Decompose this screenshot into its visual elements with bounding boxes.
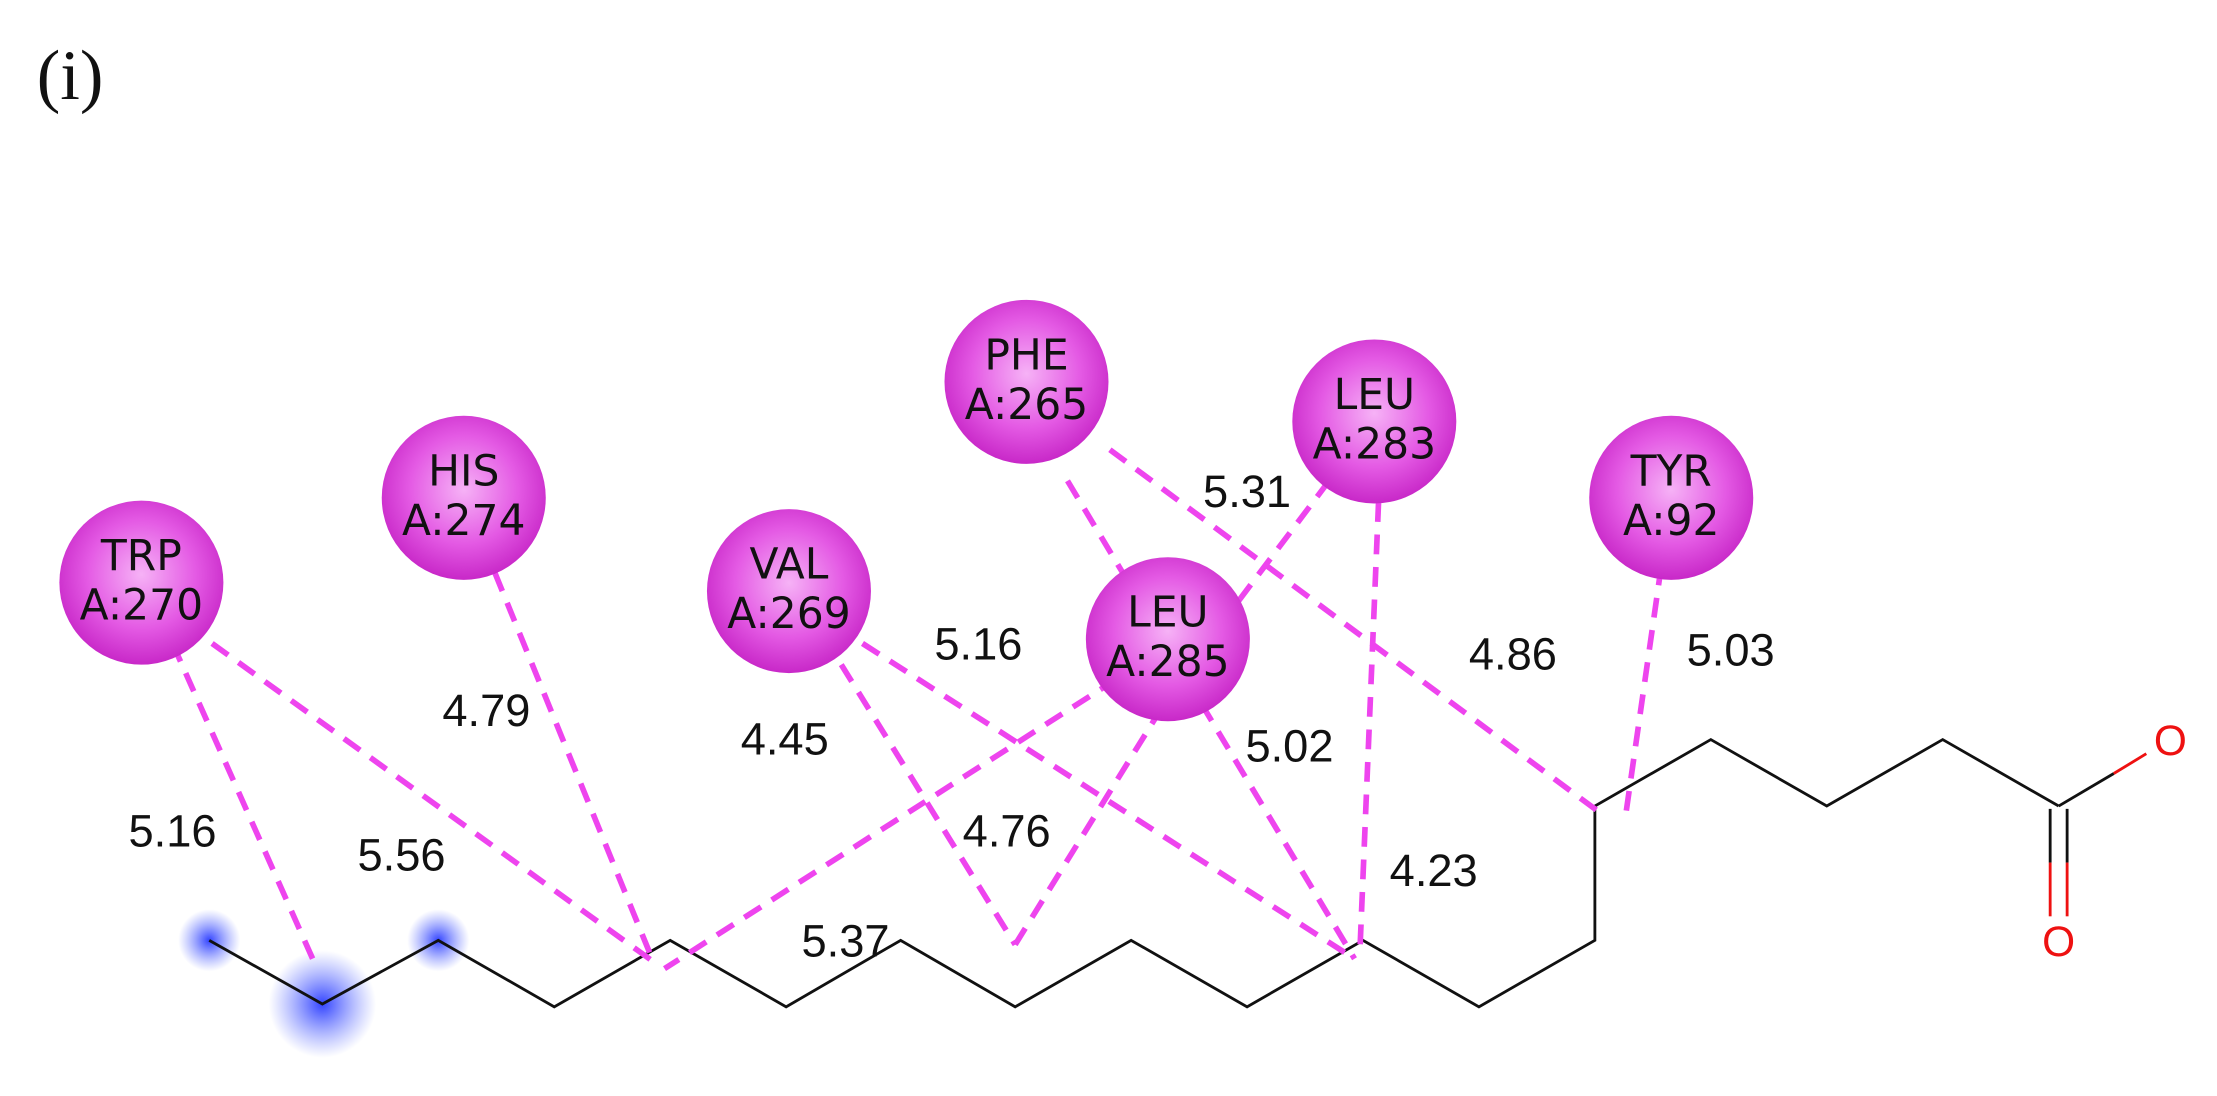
distance-label: 5.31 (1203, 466, 1291, 517)
distance-label: 5.37 (801, 916, 889, 967)
panel-label: (i) (37, 37, 104, 115)
residue-node (706, 509, 871, 674)
residue-id: A:270 (80, 582, 204, 631)
residue-node (1085, 557, 1250, 722)
interaction-line (1012, 705, 1165, 947)
residue-name: HIS (428, 447, 499, 496)
distance-label: 4.79 (442, 685, 530, 736)
interaction-line (1623, 565, 1665, 814)
residue-id: A:283 (1313, 420, 1437, 469)
distance-label: 5.56 (358, 829, 446, 880)
residue-id: A:274 (402, 497, 525, 546)
distance-label: 5.16 (128, 805, 216, 856)
residue-node (944, 299, 1109, 464)
interaction-line (663, 676, 1119, 972)
residue-name: TRP (100, 532, 182, 581)
interaction-line (169, 642, 317, 963)
atom-label: O (2154, 717, 2187, 764)
distance-label: 4.76 (963, 805, 1051, 856)
residue-node (381, 415, 546, 580)
distance-label: 4.23 (1390, 845, 1478, 896)
ligand (208, 737, 2148, 1009)
interaction-line (1108, 447, 1603, 816)
residue-id: A:265 (965, 381, 1088, 430)
residue-node (1292, 339, 1457, 504)
distance-label: 5.03 (1687, 624, 1775, 675)
interaction-line (492, 571, 656, 963)
distance-label: 5.02 (1245, 720, 1333, 771)
residue-node (1589, 415, 1754, 580)
highlights (178, 909, 470, 1058)
residue-id: A:92 (1623, 497, 1720, 546)
residue-name: LEU (1127, 589, 1208, 638)
residue-id: A:269 (727, 590, 851, 639)
residue-name: VAL (749, 541, 828, 590)
distance-label: 4.45 (741, 713, 829, 764)
distance-label: 5.16 (934, 619, 1022, 670)
residue-name: TYR (1630, 447, 1712, 496)
interaction-line (1357, 501, 1382, 945)
interaction-line (210, 641, 655, 964)
interaction-line (838, 663, 1018, 947)
residue-id: A:285 (1106, 638, 1229, 687)
atom-label: O (2042, 918, 2075, 965)
interaction-line (1065, 479, 1357, 961)
residue-name: LEU (1334, 371, 1415, 420)
residue-name: PHE (984, 331, 1068, 380)
interaction-line (1188, 479, 1332, 667)
distance-label: 4.86 (1469, 629, 1557, 680)
residue-node (59, 500, 224, 665)
